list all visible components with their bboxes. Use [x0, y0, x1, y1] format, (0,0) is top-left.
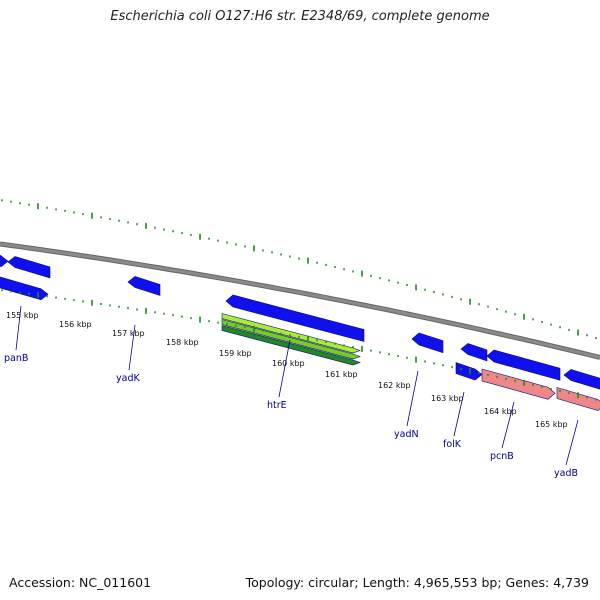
scale-label: 155 kbp — [6, 311, 39, 320]
rna-arrow — [221, 319, 361, 360]
scale-label: 162 kbp — [378, 381, 411, 390]
scale-label: 157 kbp — [112, 329, 145, 338]
gene-arrow — [127, 276, 161, 296]
pseudogene-arrow — [481, 368, 556, 400]
gene-labels: panB yadK htrE yadN folK pcnB yadB — [4, 305, 579, 479]
gene-arrow — [0, 276, 49, 301]
gene-leader-line — [501, 401, 515, 449]
gene-label: htrE — [267, 400, 287, 411]
scale-label: 163 kbp — [431, 394, 464, 403]
scale-labels: 155 kbp 156 kbp 157 kbp 158 kbp 159 kbp 160 k… — [6, 311, 568, 429]
gene-arrow — [563, 369, 600, 390]
rna-arrow — [221, 313, 361, 354]
gene-label: yadB — [554, 468, 578, 479]
gene-leader-line — [565, 419, 579, 466]
pseudogene-arrow — [556, 387, 600, 411]
scale-label: 158 kbp — [166, 338, 199, 347]
accession-text: Accession: NC_011601 — [9, 575, 152, 590]
scale-label: 165 kbp — [535, 420, 568, 429]
inner-tick-ring — [1, 289, 597, 401]
outer-tick-ring — [1, 199, 597, 340]
gene-leader-line — [453, 391, 465, 437]
feature-track — [0, 254, 600, 411]
gene-arrow — [7, 256, 51, 279]
scale-label: 156 kbp — [59, 320, 92, 329]
gene-leader-line — [15, 305, 22, 351]
gene-leader-line — [128, 324, 136, 371]
genome-summary-text: Topology: circular; Length: 4,965,553 bp… — [245, 575, 589, 590]
gene-label: folK — [443, 439, 462, 450]
scale-label: 160 kbp — [272, 359, 305, 368]
gene-leader-line — [278, 339, 291, 398]
gene-leader-line — [406, 370, 419, 427]
gene-arrow — [486, 349, 561, 381]
gene-label: yadN — [394, 429, 419, 440]
gene-arrow — [455, 362, 483, 381]
gene-label: yadK — [116, 373, 140, 384]
gene-arrow — [411, 332, 444, 354]
scale-label: 164 kbp — [484, 407, 517, 416]
gene-label: pcnB — [490, 451, 514, 462]
gene-arrow — [0, 254, 9, 268]
gene-label: panB — [4, 353, 28, 364]
scale-label: 161 kbp — [325, 370, 358, 379]
gene-arrow — [225, 294, 365, 342]
map-title: Escherichia coli O127:H6 str. E2348/69, … — [110, 9, 490, 24]
scale-label: 159 kbp — [219, 349, 252, 358]
rna-arrow — [221, 325, 361, 366]
genome-backbone — [0, 241, 600, 360]
gene-arrow — [460, 343, 488, 362]
